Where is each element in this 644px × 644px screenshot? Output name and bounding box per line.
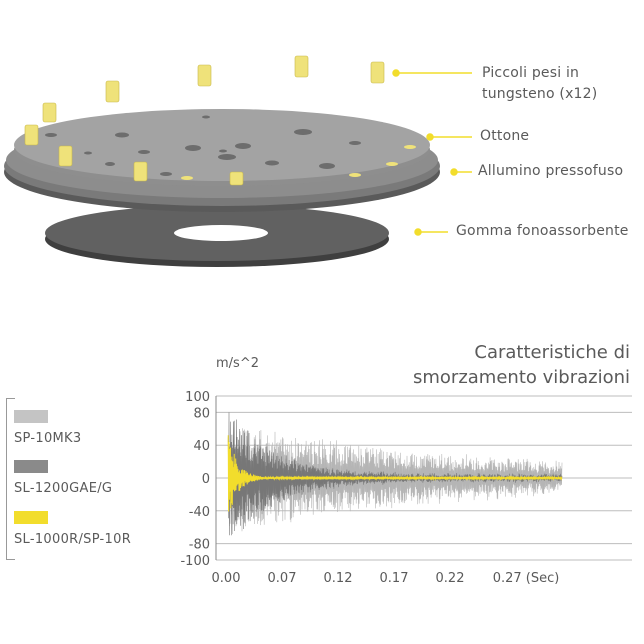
y-tick-label: 100 xyxy=(185,390,210,405)
legend-label: SL-1000R/SP-10R xyxy=(14,532,132,547)
series-line-sp-10mk3 xyxy=(227,426,563,535)
plot-series xyxy=(227,412,563,536)
legend-label: SP-10MK3 xyxy=(14,431,82,446)
y-tick-label: -40 xyxy=(189,505,210,520)
y-tick-label: 0 xyxy=(202,472,210,487)
chart-title-line-2: smorzamento vibrazioni xyxy=(413,367,630,388)
x-tick-labels: 0.00 0.07 0.12 0.17 0.22 0.27 (Sec) xyxy=(212,571,560,586)
platter-exploded-diagram xyxy=(4,55,472,267)
legend-swatch xyxy=(14,410,48,423)
y-axis-unit: m/s^2 xyxy=(216,356,259,371)
chart-legend: SP-10MK3 SL-1200GAE/G SL-1000R/SP-10R xyxy=(6,398,176,560)
x-tick-label: 0.22 xyxy=(436,571,465,586)
x-tick-label: 0.07 xyxy=(268,571,297,586)
x-tick-label: 0.27 (Sec) xyxy=(493,571,560,586)
label-rubber: Gomma fonoassorbente xyxy=(456,223,629,239)
legend-item-sl1000r: SL-1000R/SP-10R xyxy=(14,511,131,547)
weight-seats xyxy=(181,145,416,180)
legend-item-sp10mk3: SP-10MK3 xyxy=(14,410,81,446)
y-tick-label: -100 xyxy=(180,554,210,569)
chart-title-line-1: Caratteristiche di xyxy=(474,342,630,363)
chart-title: Caratteristiche di smorzamento vibrazion… xyxy=(413,340,630,390)
rubber-mat xyxy=(45,205,389,267)
tungsten-weights xyxy=(24,55,385,186)
plate-holes xyxy=(45,115,361,176)
legend-swatch xyxy=(14,460,48,473)
label-aluminium: Allumino pressofuso xyxy=(478,163,624,179)
leader-lines xyxy=(392,69,472,236)
legend-swatch xyxy=(14,511,48,524)
x-tick-label: 0.12 xyxy=(324,571,353,586)
x-tick-label: 0.00 xyxy=(212,571,241,586)
y-tick-label: -80 xyxy=(189,538,210,553)
x-tick-label: 0.17 xyxy=(380,571,409,586)
y-tick-label: 80 xyxy=(193,406,210,421)
brass-plate xyxy=(14,109,430,186)
series-line-sl-1000r-sp-10r xyxy=(227,435,563,512)
legend-label: SL-1200GAE/G xyxy=(14,481,113,496)
series-line-sl-1200gae-g xyxy=(227,412,563,536)
y-tick-label: 40 xyxy=(193,439,210,454)
label-brass: Ottone xyxy=(480,128,530,144)
label-tungsten-weights: Piccoli pesi in tungsteno (x12) xyxy=(482,65,598,102)
legend-item-sl1200gae: SL-1200GAE/G xyxy=(14,460,112,496)
legend-bracket xyxy=(6,398,15,560)
